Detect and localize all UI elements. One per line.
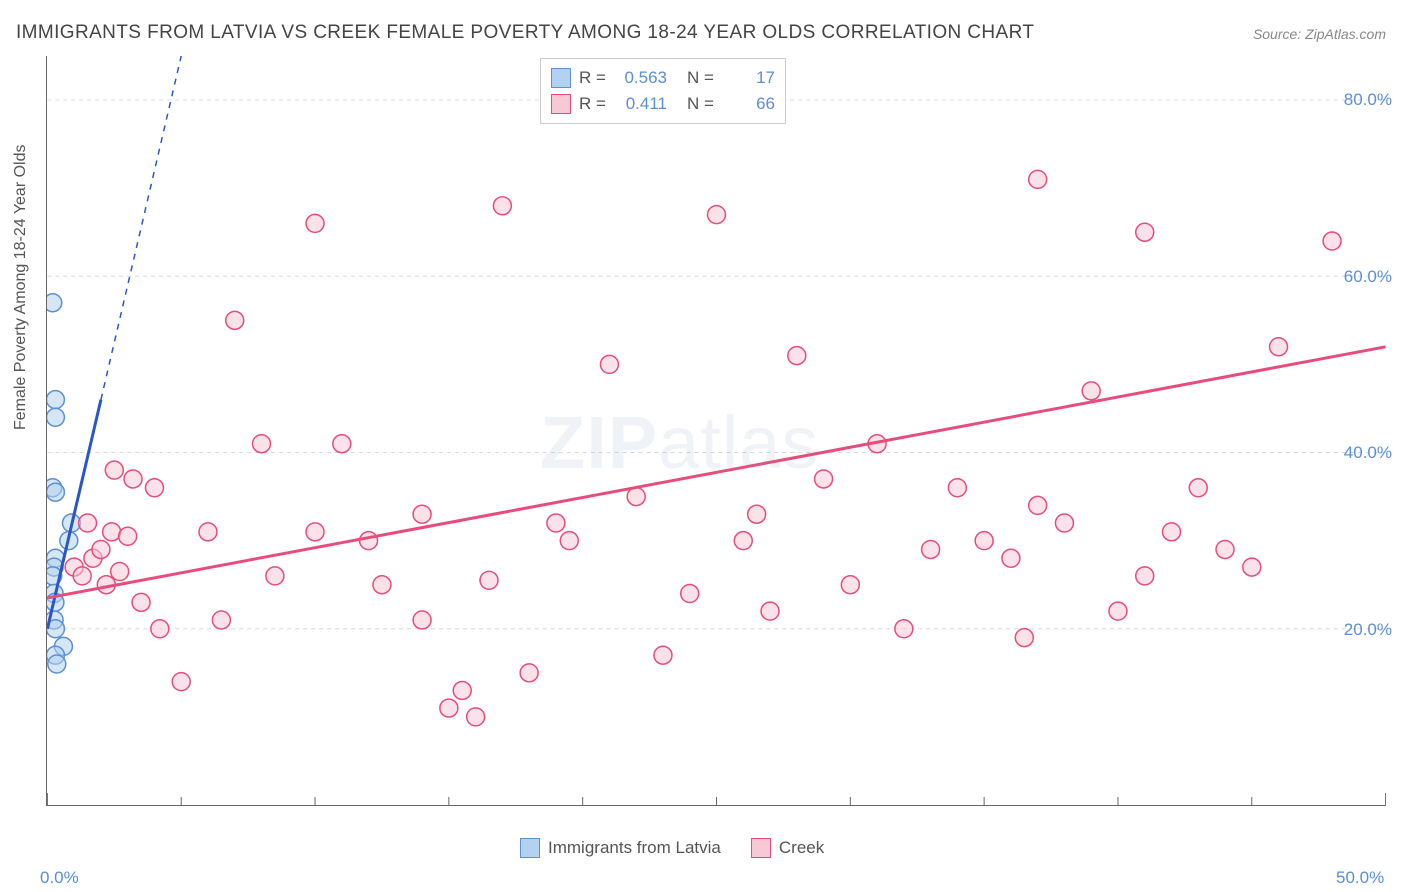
legend-r-label: R =: [579, 91, 607, 117]
legend-r-value: 0.563: [615, 65, 667, 91]
legend-swatch: [751, 838, 771, 858]
y-tick-label: 80.0%: [1344, 90, 1392, 110]
x-tick-label: 50.0%: [1336, 868, 1384, 888]
legend-n-value: 66: [723, 91, 775, 117]
legend-series-label: Immigrants from Latvia: [548, 838, 721, 858]
y-tick-label: 60.0%: [1344, 267, 1392, 287]
y-tick-label: 40.0%: [1344, 443, 1392, 463]
y-axis-label: Female Poverty Among 18-24 Year Olds: [12, 145, 30, 431]
legend-stat-row: R = 0.411 N = 66: [551, 91, 775, 117]
legend-series-item: Creek: [751, 838, 824, 858]
chart-plot-area: [46, 56, 1386, 806]
legend-stats: R = 0.563 N = 17 R = 0.411 N = 66: [540, 58, 786, 124]
x-tick-label: 0.0%: [40, 868, 79, 888]
y-tick-label: 20.0%: [1344, 620, 1392, 640]
chart-title: IMMIGRANTS FROM LATVIA VS CREEK FEMALE P…: [16, 22, 1034, 44]
legend-swatch: [520, 838, 540, 858]
legend-swatch: [551, 68, 571, 88]
legend-stat-row: R = 0.563 N = 17: [551, 65, 775, 91]
legend-r-label: R =: [579, 65, 607, 91]
chart-svg: [47, 56, 1386, 805]
legend-series-label: Creek: [779, 838, 824, 858]
legend-swatch: [551, 94, 571, 114]
legend-series: Immigrants from Latvia Creek: [520, 838, 824, 858]
chart-source: Source: ZipAtlas.com: [1253, 26, 1386, 42]
legend-n-value: 17: [723, 65, 775, 91]
legend-series-item: Immigrants from Latvia: [520, 838, 721, 858]
legend-r-value: 0.411: [615, 91, 667, 117]
legend-n-label: N =: [687, 65, 715, 91]
legend-n-label: N =: [687, 91, 715, 117]
